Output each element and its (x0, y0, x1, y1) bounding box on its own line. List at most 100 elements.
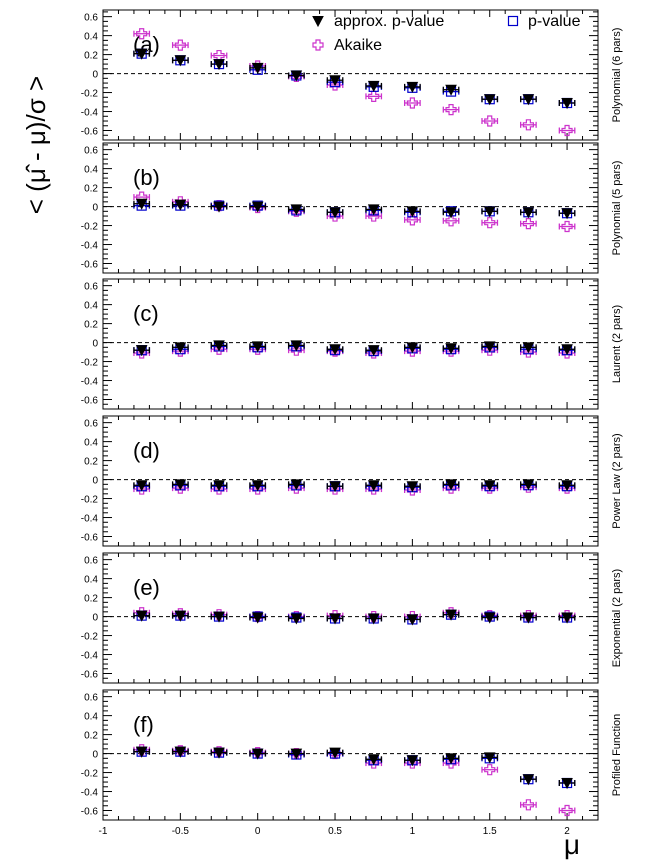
data-point (135, 198, 148, 210)
panel-side-label: Power Law (2 pars) (611, 433, 623, 528)
y-tick-label: 0 (92, 70, 98, 81)
y-tick-label: -0.2 (81, 222, 99, 233)
data-point (251, 612, 264, 624)
y-tick-label: -0.2 (81, 632, 99, 643)
data-point (174, 39, 186, 51)
y-tick-label: 0.4 (84, 32, 98, 43)
data-point (251, 201, 264, 213)
data-point (135, 48, 148, 60)
panels: -0.6-0.4-0.200.20.40.6(a) Polynomial (6 p… (81, 9, 623, 837)
data-point (406, 206, 419, 218)
y-tick-label: -0.2 (81, 769, 99, 780)
series-approx-p-value (133, 609, 576, 626)
panel-letter: (d) (133, 438, 160, 463)
data-point (213, 611, 225, 623)
data-point (213, 480, 225, 492)
y-tick-label: 0.2 (84, 320, 98, 331)
data-point (561, 220, 573, 233)
series-approx-p-value (133, 479, 576, 493)
series-akaike (133, 481, 576, 496)
y-tick-label: -0.2 (81, 89, 99, 100)
data-point (406, 614, 419, 626)
y-tick-label: -0.6 (81, 533, 99, 544)
y-tick-label: 0.6 (84, 419, 98, 430)
data-point (483, 341, 496, 353)
series-akaike (133, 607, 576, 623)
series-p-value (133, 609, 576, 625)
legend-label: Akaike (334, 37, 382, 54)
data-point (445, 479, 457, 491)
series-p-value (133, 341, 576, 357)
y-tick-label: 0.2 (84, 594, 98, 605)
data-point (522, 774, 535, 786)
series-akaike (133, 744, 576, 817)
panel-side-label: Polynomial (5 pars) (611, 161, 623, 256)
data-point (484, 764, 496, 776)
data-point (290, 204, 303, 216)
data-point (522, 94, 535, 106)
data-point (329, 344, 341, 356)
series-approx-p-value (133, 340, 576, 357)
legend-marker (312, 39, 324, 51)
data-point (483, 206, 496, 218)
panel-side-label: Polynomial (6 pars) (611, 28, 623, 123)
series-akaike (133, 28, 576, 137)
data-point (406, 342, 419, 354)
panel-e: -0.6 -0.4 -0.2 0 0.2 0.4 0.6 (e) Exponential (2 … (81, 552, 623, 684)
y-tick-label: 0.6 (84, 282, 98, 293)
data-point (561, 804, 573, 817)
data-point (174, 342, 187, 354)
legend-label: p-value (528, 13, 581, 30)
y-tick-label: -0.4 (81, 377, 99, 388)
panel-f: -0.6 -0.4 -0.2 0 0.2 0.4 0.6 (f) Profiled Functi… (81, 689, 623, 837)
data-point (406, 97, 418, 109)
x-tick-label: 0 (255, 826, 261, 837)
data-point (522, 612, 535, 624)
data-point (522, 799, 534, 811)
y-tick-label: -0.4 (81, 514, 99, 525)
series-approx-p-value (133, 48, 576, 110)
data-point (483, 480, 496, 492)
data-point (174, 199, 187, 211)
y-tick-label: 0.4 (84, 301, 98, 312)
data-point (445, 84, 457, 96)
panel-side-label: Laurent (2 pars) (611, 305, 623, 383)
data-point (213, 201, 225, 213)
legend-marker (312, 16, 324, 28)
data-point (290, 613, 303, 625)
data-point (251, 341, 264, 353)
series-approx-p-value (133, 746, 576, 790)
y-tick-label: 0.4 (84, 712, 98, 723)
series-p-value (133, 746, 576, 789)
y-tick-label: 0.2 (84, 731, 98, 742)
y-tick-label: -0.6 (81, 396, 99, 407)
panel-letter: (f) (133, 712, 154, 737)
y-tick-label: 0.4 (84, 575, 98, 586)
y-tick-label: 0.4 (84, 165, 98, 176)
panel-letter: (e) (133, 575, 160, 600)
data-point (445, 343, 457, 355)
y-tick-label: 0 (92, 613, 98, 624)
y-tick-label: -0.2 (81, 358, 99, 369)
data-point (174, 746, 187, 758)
data-point (445, 207, 457, 219)
x-tick-label: -1 (99, 826, 108, 837)
data-point (367, 754, 380, 766)
y-tick-label: -0.2 (81, 495, 99, 506)
data-point (484, 217, 496, 229)
series-p-value (133, 200, 576, 219)
series-akaike (133, 343, 576, 359)
data-point (561, 124, 573, 137)
x-tick-label: 1.5 (483, 826, 497, 837)
data-point (290, 70, 303, 82)
x-tick-label: -0.5 (172, 826, 190, 837)
data-point (213, 59, 225, 71)
data-point (174, 610, 187, 622)
data-point (213, 747, 225, 759)
legend-label: approx. p-value (334, 13, 444, 30)
x-tick-label: 1 (410, 826, 416, 837)
panel-d: -0.6 -0.4 -0.2 0 0.2 0.4 0.6 (d) Power Law (2 pa… (81, 415, 623, 547)
data-point (483, 612, 496, 624)
data-point (135, 746, 148, 758)
